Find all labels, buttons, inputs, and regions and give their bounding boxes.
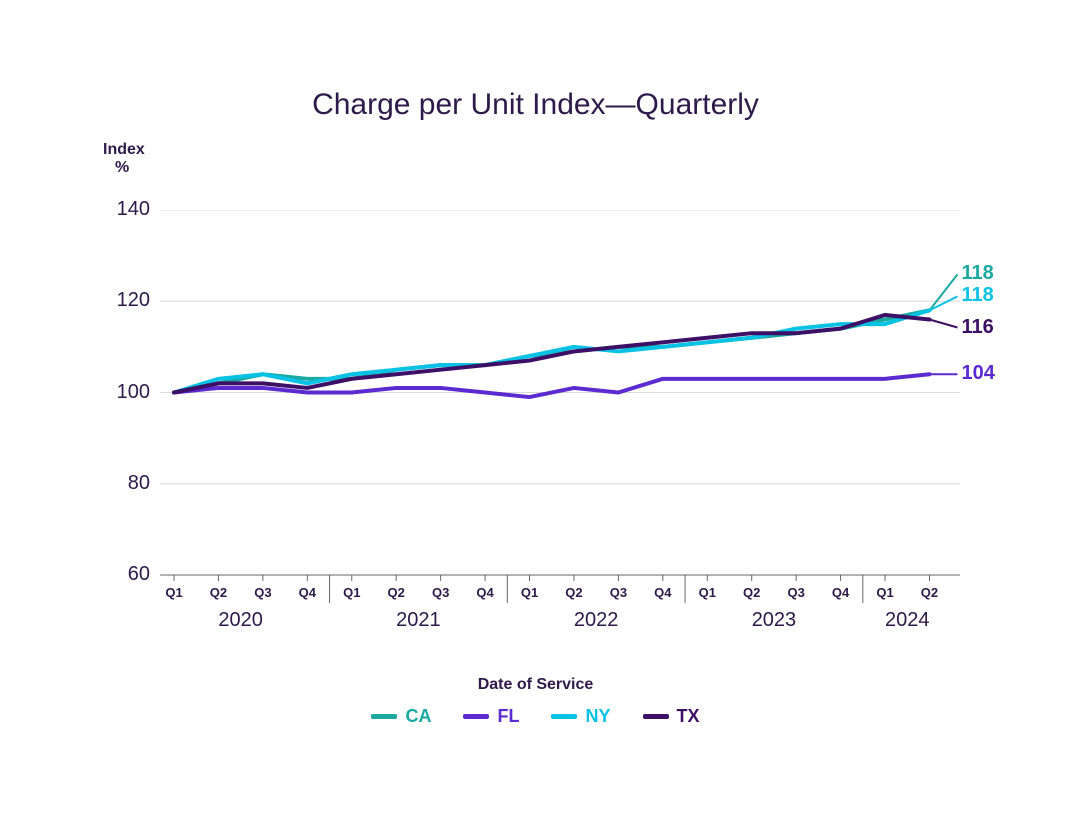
- quarter-label: Q1: [692, 585, 722, 600]
- legend-label: TX: [677, 706, 700, 727]
- y-tick-label: 100: [102, 381, 150, 404]
- series-end-label-fl: 104: [961, 362, 994, 385]
- quarter-label: Q2: [203, 585, 233, 600]
- quarter-label: Q3: [781, 585, 811, 600]
- legend-swatch: [463, 714, 489, 719]
- quarter-label: Q4: [292, 585, 322, 600]
- end-label-connector: [929, 274, 957, 310]
- line-chart: [160, 210, 1071, 635]
- year-label: 2021: [378, 609, 458, 632]
- quarter-label: Q1: [515, 585, 545, 600]
- series-end-label-ca: 118: [961, 262, 993, 285]
- quarter-label: Q3: [426, 585, 456, 600]
- y-tick-label: 80: [102, 472, 150, 495]
- quarter-label: Q2: [381, 585, 411, 600]
- quarter-label: Q3: [603, 585, 633, 600]
- year-label: 2023: [734, 609, 814, 632]
- year-label: 2024: [867, 609, 947, 632]
- quarter-label: Q2: [914, 585, 944, 600]
- legend-label: CA: [405, 706, 431, 727]
- quarter-label: Q1: [337, 585, 367, 600]
- quarter-label: Q4: [470, 585, 500, 600]
- y-tick-label: 120: [102, 289, 150, 312]
- legend-swatch: [551, 714, 577, 719]
- legend-item-fl: FL: [463, 706, 519, 727]
- quarter-label: Q1: [159, 585, 189, 600]
- quarter-label: Q2: [737, 585, 767, 600]
- y-tick-label: 140: [102, 198, 150, 221]
- year-label: 2020: [201, 609, 281, 632]
- legend: CA FL NY TX: [0, 706, 1071, 727]
- series-end-label-tx: 116: [961, 316, 993, 339]
- legend-item-tx: TX: [643, 706, 700, 727]
- legend-label: FL: [497, 706, 519, 727]
- quarter-label: Q2: [559, 585, 589, 600]
- legend-item-ca: CA: [371, 706, 431, 727]
- quarter-label: Q4: [648, 585, 678, 600]
- quarter-label: Q4: [826, 585, 856, 600]
- y-tick-label: 60: [102, 563, 150, 586]
- chart-title: Charge per Unit Index—Quarterly: [0, 88, 1071, 122]
- quarter-label: Q1: [870, 585, 900, 600]
- y-axis-label-line1: Index: [103, 141, 145, 159]
- legend-swatch: [371, 714, 397, 719]
- end-label-connector: [929, 320, 957, 328]
- legend-swatch: [643, 714, 669, 719]
- legend-item-ny: NY: [551, 706, 610, 727]
- y-axis-label-line2: %: [115, 159, 129, 177]
- x-axis-title: Date of Service: [0, 676, 1071, 694]
- series-end-label-ny: 118: [961, 284, 993, 307]
- quarter-label: Q3: [248, 585, 278, 600]
- legend-label: NY: [585, 706, 610, 727]
- year-label: 2022: [556, 609, 636, 632]
